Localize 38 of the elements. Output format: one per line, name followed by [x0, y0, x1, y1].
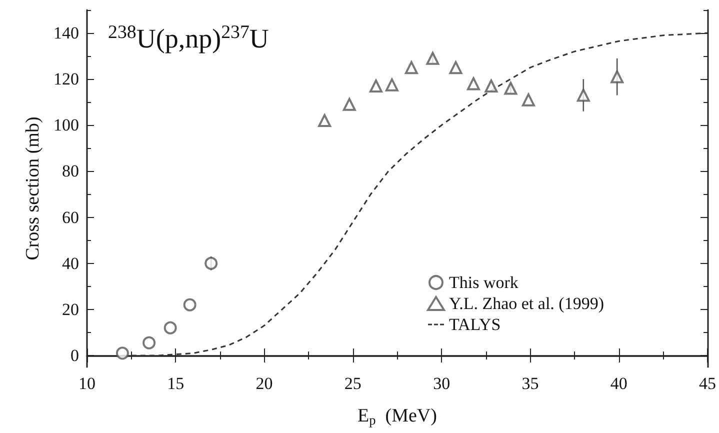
point	[385, 78, 398, 92]
point	[342, 98, 356, 111]
point	[404, 61, 418, 74]
point	[610, 70, 624, 84]
y-tick-label: 140	[54, 24, 79, 43]
x-tick-label: 35	[522, 374, 539, 393]
y-tick-label: 60	[62, 208, 79, 227]
x-tick-label: 15	[167, 374, 184, 393]
legend-label: This work	[448, 273, 519, 292]
point	[318, 114, 332, 128]
point	[204, 256, 218, 270]
point	[164, 321, 177, 334]
y-tick-label: 80	[62, 162, 79, 181]
point	[369, 80, 382, 93]
legend-label: TALYS	[448, 315, 501, 334]
point	[576, 88, 590, 102]
point	[449, 61, 462, 74]
x-tick-label: 45	[699, 374, 716, 393]
y-axis-title: Cross section (mb)	[22, 116, 44, 260]
point	[426, 52, 440, 65]
point	[504, 82, 518, 95]
legend-label: Y.L. Zhao et al. (1999)	[448, 294, 604, 313]
y-tick-label: 40	[62, 254, 79, 273]
x-tick-label: 10	[78, 374, 96, 393]
x-tick-label: 40	[610, 374, 628, 393]
point	[142, 336, 156, 350]
x-tick-label: 25	[344, 374, 362, 393]
point	[484, 80, 498, 93]
y-tick-label: 20	[62, 300, 79, 319]
point	[466, 77, 480, 90]
x-tick-label: 20	[256, 374, 273, 393]
point	[116, 346, 129, 360]
point	[522, 93, 535, 106]
point	[183, 298, 196, 312]
x-tick-label: 30	[433, 374, 450, 393]
y-tick-label: 100	[54, 116, 79, 135]
y-tick-label: 0	[70, 346, 79, 365]
y-tick-label: 120	[54, 70, 79, 89]
